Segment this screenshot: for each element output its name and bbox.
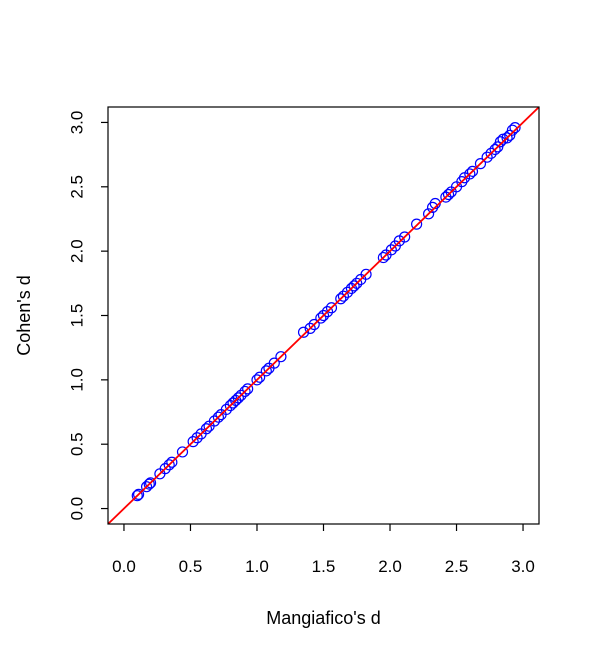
plot-marks <box>108 107 539 524</box>
data-point <box>506 124 518 136</box>
y-tick-label: 2.0 <box>68 239 87 263</box>
data-point <box>464 168 476 180</box>
data-point <box>422 208 435 220</box>
x-tick-label: 0.5 <box>179 557 203 576</box>
data-point <box>411 218 423 230</box>
data-point <box>260 365 272 377</box>
data-point <box>504 129 516 141</box>
data-point <box>474 158 487 170</box>
data-point <box>348 280 360 292</box>
x-tick-label: 1.0 <box>245 557 269 576</box>
data-point <box>501 132 513 144</box>
data-point <box>242 383 254 395</box>
data-point <box>325 302 338 314</box>
plot-region <box>108 107 539 524</box>
data-point <box>140 481 153 493</box>
y-tick-label: 3.0 <box>68 111 87 135</box>
data-point <box>485 147 497 159</box>
data-point <box>191 432 203 444</box>
data-point <box>297 326 310 338</box>
data-point <box>208 415 221 427</box>
plot-frame <box>107 106 540 525</box>
y-tick-label: 1.0 <box>68 368 87 392</box>
data-point <box>317 309 330 322</box>
data-point <box>494 136 507 148</box>
x-axis-title: Mangiafico's d <box>266 608 381 628</box>
data-point <box>466 165 479 177</box>
reference-line <box>108 107 539 524</box>
data-point <box>187 436 199 448</box>
data-point <box>341 286 354 298</box>
data-point <box>442 188 455 201</box>
data-point <box>321 306 334 318</box>
data-point <box>335 293 347 305</box>
data-point <box>377 251 389 264</box>
y-tick-label: 1.5 <box>68 304 87 328</box>
data-point <box>131 490 143 502</box>
data-point <box>132 488 145 500</box>
x-tick-label: 1.5 <box>312 557 336 576</box>
data-point <box>166 456 178 468</box>
data-point <box>268 357 280 369</box>
data-point <box>232 392 244 404</box>
data-point <box>144 477 157 489</box>
data-point <box>200 423 213 435</box>
y-tick-label: 0.5 <box>68 432 87 456</box>
data-point <box>399 231 411 243</box>
data-point <box>360 268 372 280</box>
data-point <box>212 411 225 423</box>
data-point <box>143 478 155 490</box>
data-point <box>337 290 350 302</box>
data-point <box>254 371 266 383</box>
y-tick-label: 0.0 <box>68 497 87 521</box>
data-point <box>308 318 320 331</box>
data-point <box>489 143 501 156</box>
data-point <box>251 374 263 386</box>
y-axis: 0.0 0.5 1.0 1.5 2.0 2.5 3.0 <box>68 111 108 521</box>
x-tick-label: 3.0 <box>511 557 535 576</box>
y-tick-label: 2.5 <box>68 175 87 199</box>
data-point <box>159 463 171 475</box>
data-point <box>492 141 504 153</box>
x-tick-label: 2.5 <box>445 557 469 576</box>
data-point <box>385 244 397 256</box>
data-point <box>176 446 189 458</box>
x-tick-label: 2.0 <box>378 557 402 576</box>
x-tick-label: 0.0 <box>112 557 136 576</box>
data-point <box>163 459 175 471</box>
data-point <box>275 351 287 363</box>
data-point <box>235 389 247 401</box>
data-point <box>509 121 521 134</box>
y-axis-title: Cohen's d <box>14 275 34 356</box>
x-axis: 0.0 0.5 1.0 1.5 2.0 2.5 3.0 <box>112 524 535 576</box>
data-point <box>220 403 232 416</box>
data-point <box>315 312 327 324</box>
data-point <box>239 385 251 398</box>
data-point <box>304 322 316 334</box>
data-point <box>351 277 363 289</box>
data-point <box>481 151 493 163</box>
